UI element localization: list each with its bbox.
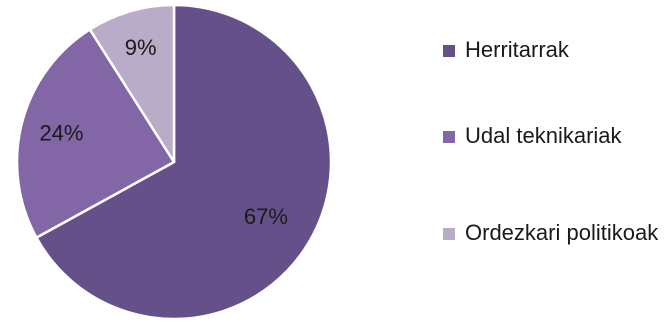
legend-label: Ordezkari politikoak: [465, 220, 659, 245]
legend-swatch: [443, 45, 455, 57]
pie-chart: 67% 24% 9%: [15, 3, 333, 321]
pie-slice-udal-teknikariak: [15, 28, 176, 239]
data-label: 67%: [244, 204, 288, 229]
data-label: 24%: [39, 121, 83, 146]
legend-item-ordezkari-politikoak: Ordezkari politikoak: [443, 217, 667, 249]
pie-slice-herritarrak: [35, 3, 333, 321]
legend-swatch: [443, 131, 455, 143]
pie-slice-ordezkari-politikoak: [88, 3, 176, 164]
data-label: 9%: [125, 35, 157, 60]
legend-item-herritarrak: Herritarrak: [443, 34, 667, 66]
legend-swatch: [443, 228, 455, 240]
legend-label: Herritarrak: [465, 37, 569, 62]
legend-item-udal-teknikariak: Udal teknikariak: [443, 120, 667, 152]
legend-label: Udal teknikariak: [465, 123, 622, 148]
